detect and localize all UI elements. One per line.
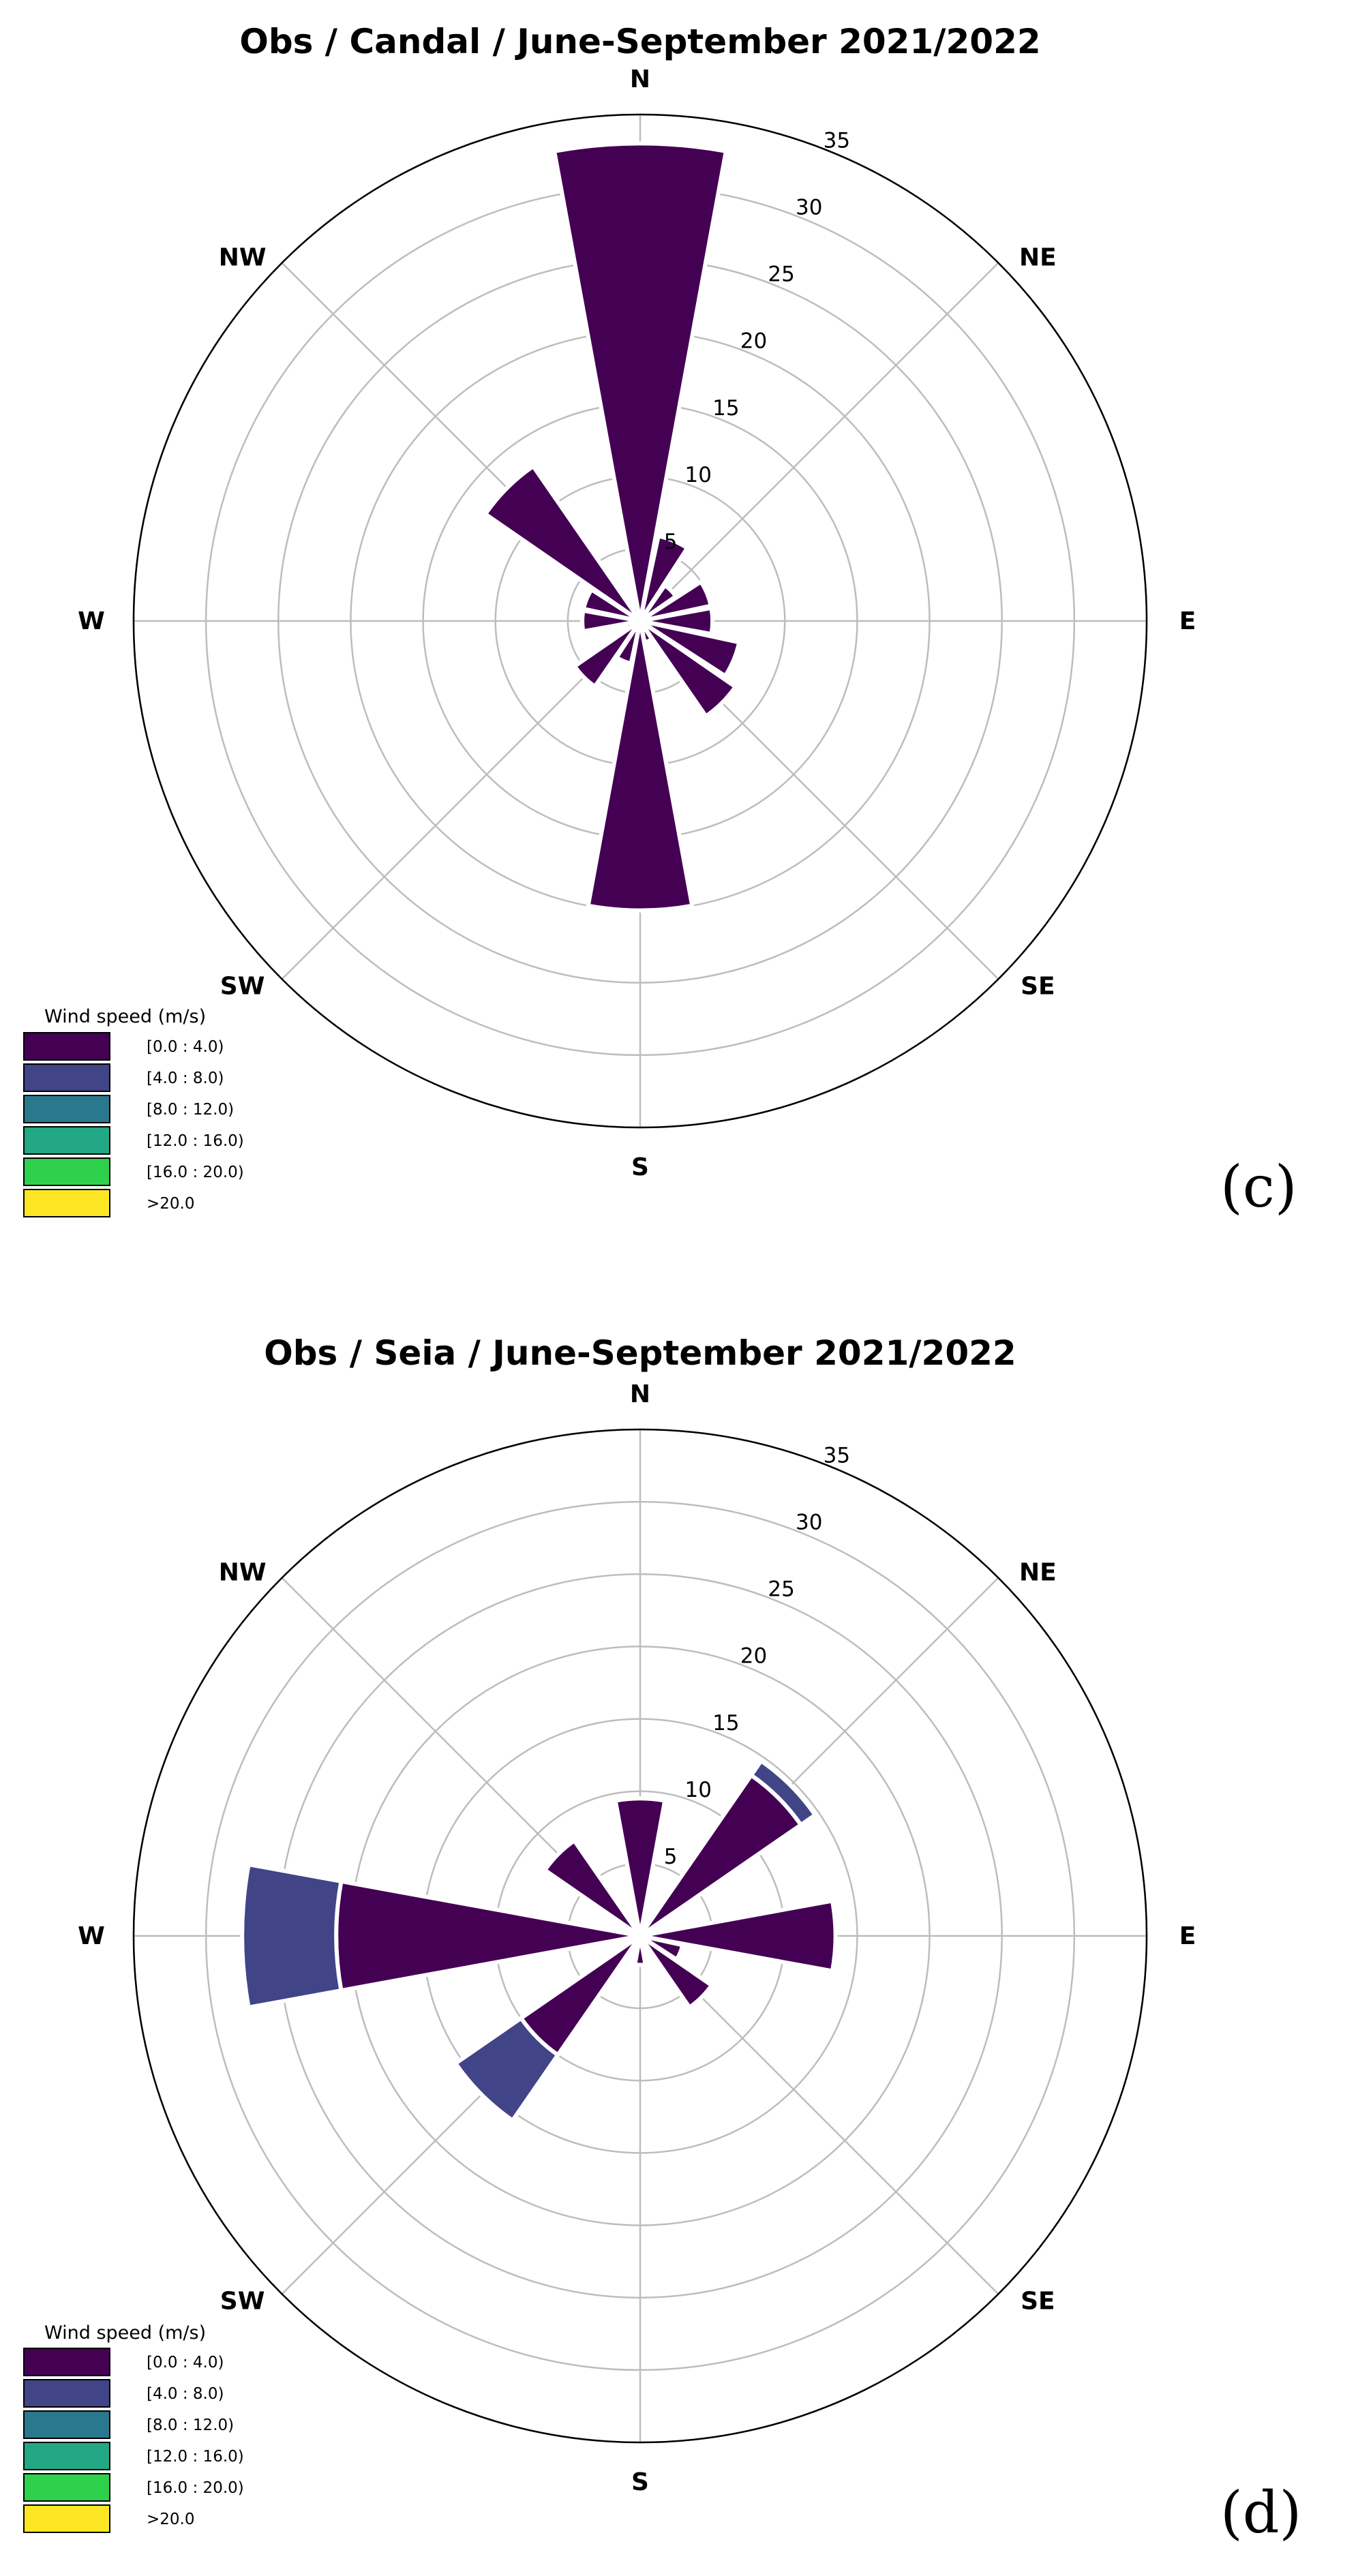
- radial-tick-label: 5: [664, 1845, 678, 1869]
- legend-item-label: [8.0 : 12.0): [147, 2416, 234, 2434]
- polar-frame: [132, 1428, 1148, 2444]
- legend-item-label: [0.0 : 4.0): [147, 1038, 224, 1056]
- radial-tick-label: 15: [712, 1711, 739, 1736]
- radial-tick-label: 30: [796, 1511, 822, 1535]
- polar-frame: [132, 113, 1148, 1129]
- radial-tick-label: 35: [824, 1444, 850, 1468]
- radial-tick-label: 10: [685, 1778, 712, 1802]
- legend-swatch: [23, 2379, 110, 2408]
- legend-swatch: [23, 1126, 110, 1155]
- legend: Wind speed (m/s) [0.0 : 4.0) [4.0 : 8.0) [8…: [23, 2322, 244, 2533]
- bar-NW-series-0: [542, 1838, 642, 1938]
- direction-label-w: W: [78, 607, 105, 635]
- bar-SE-series-0: [638, 1934, 714, 2010]
- rose-bars: [240, 1758, 838, 2123]
- legend-title: Wind speed (m/s): [44, 1006, 206, 1027]
- chart-title: Obs / Candal / June-September 2021/2022: [239, 22, 1040, 61]
- direction-label-s: S: [631, 2468, 649, 2496]
- bar-W-series-1: [240, 1862, 344, 2010]
- windrose-panel-1: Obs / Candal / June-September 2021/2022 5…: [23, 22, 1297, 1220]
- bar-NNW-series-0: [629, 604, 642, 622]
- legend-swatch: [23, 2410, 110, 2439]
- direction-label-nw: NW: [219, 244, 267, 272]
- chart-title: Obs / Seia / June-September 2021/2022: [264, 1333, 1016, 1373]
- legend-item-label: [4.0 : 8.0): [147, 2385, 224, 2403]
- legend-swatch: [23, 2504, 110, 2533]
- radial-tick-label: 30: [796, 196, 822, 220]
- radial-tick-label: 20: [740, 329, 767, 354]
- panel-label: (d): [1220, 2479, 1301, 2546]
- legend-swatch: [23, 2473, 110, 2502]
- windrose-panel-2: Obs / Seia / June-September 2021/2022 5 10…: [23, 1333, 1301, 2546]
- direction-label-s: S: [631, 1153, 649, 1181]
- direction-label-nw: NW: [219, 1559, 267, 1587]
- legend-item-label: [0.0 : 4.0): [147, 2354, 224, 2372]
- legend-swatch: [23, 1157, 110, 1186]
- grid-spoke: [281, 620, 641, 980]
- bar-SW-series-1: [453, 2015, 561, 2123]
- legend-swatch: [23, 1063, 110, 1092]
- legend-title: Wind speed (m/s): [44, 2322, 206, 2344]
- direction-label-e: E: [1179, 1922, 1196, 1950]
- bar-N-series-0: [552, 141, 729, 622]
- legend-item-label: >20.0: [147, 1195, 194, 1213]
- legend-swatch: [23, 2442, 110, 2470]
- radial-tick-label: 25: [768, 262, 794, 287]
- legend-swatch: [23, 2348, 110, 2376]
- bar-ESE-series-0: [639, 619, 742, 679]
- rose-bars: [482, 141, 742, 913]
- bar-NE-series-1: [748, 1758, 818, 1828]
- direction-label-n: N: [630, 1380, 650, 1408]
- direction-label-ne: NE: [1019, 244, 1057, 272]
- radial-tick-label: 15: [712, 396, 739, 421]
- legend-swatch: [23, 1032, 110, 1061]
- legend-item-label: [8.0 : 12.0): [147, 1101, 234, 1119]
- radial-tick-label: 35: [824, 129, 850, 153]
- legend-item-label: [4.0 : 8.0): [147, 1070, 224, 1087]
- radial-tick-label: 25: [768, 1577, 794, 1602]
- legend-item-label: [16.0 : 20.0): [147, 1164, 244, 1181]
- direction-label-se: SE: [1021, 972, 1055, 1000]
- direction-label-e: E: [1179, 607, 1196, 635]
- radial-tick-label: 20: [740, 1644, 767, 1669]
- radial-tick-label: 5: [664, 530, 678, 554]
- grid-spoke: [639, 262, 999, 622]
- bar-E-series-0: [639, 1898, 838, 1973]
- panel-label: (c): [1220, 1153, 1297, 1220]
- bar-NW-series-0: [482, 463, 642, 623]
- direction-label-n: N: [630, 65, 650, 93]
- direction-label-sw: SW: [220, 2287, 265, 2315]
- radial-tick-label: 10: [685, 463, 712, 487]
- bar-S-series-0: [632, 1935, 648, 1967]
- bar-SW-series-0: [571, 619, 642, 690]
- direction-label-w: W: [78, 1922, 105, 1950]
- direction-label-ne: NE: [1019, 1559, 1057, 1587]
- legend-item-label: [12.0 : 16.0): [147, 1132, 244, 1150]
- direction-label-se: SE: [1021, 2287, 1055, 2315]
- legend-swatch: [23, 1189, 110, 1217]
- legend-item-label: >20.0: [147, 2511, 194, 2528]
- legend: Wind speed (m/s) [0.0 : 4.0) [4.0 : 8.0) [8…: [23, 1006, 244, 1217]
- legend-item-label: [12.0 : 16.0): [147, 2448, 244, 2466]
- bar-SE-series-0: [638, 619, 738, 719]
- bar-S-series-0: [586, 620, 695, 913]
- direction-label-sw: SW: [220, 972, 265, 1000]
- bar-N-series-0: [613, 1796, 667, 1937]
- legend-item-label: [16.0 : 20.0): [147, 2479, 244, 2497]
- legend-swatch: [23, 1095, 110, 1123]
